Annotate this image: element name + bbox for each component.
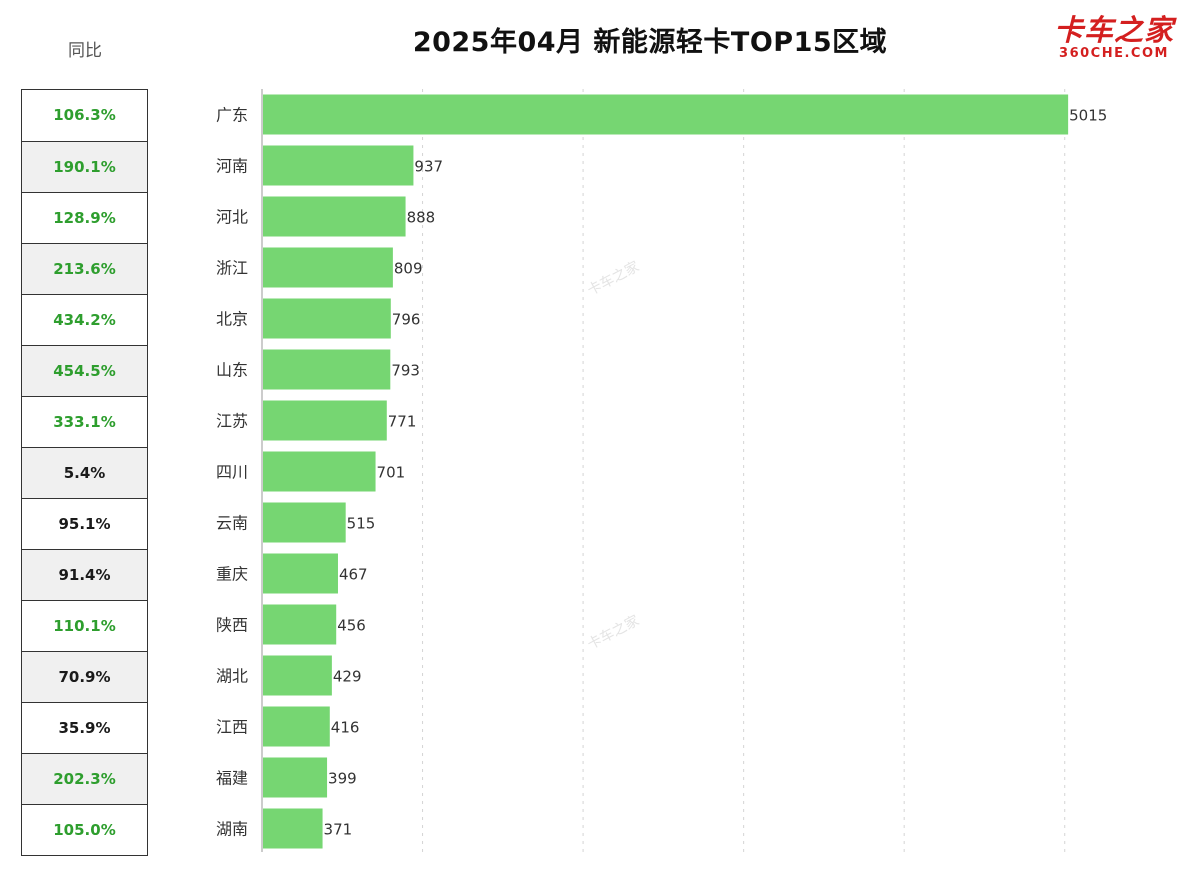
- category-label: 湖南: [216, 820, 248, 839]
- bar: [263, 94, 1069, 135]
- category-label: 河北: [216, 208, 248, 227]
- category-label: 云南: [216, 514, 248, 533]
- data-label: 888: [407, 209, 436, 227]
- category-label: 江西: [216, 718, 248, 737]
- yoy-cell: 110.1%: [22, 600, 147, 651]
- yoy-cell: 213.6%: [22, 243, 147, 294]
- data-label: 456: [337, 617, 366, 635]
- bar: [263, 808, 323, 849]
- yoy-cell: 70.9%: [22, 651, 147, 702]
- bar: [263, 451, 376, 492]
- data-label: 371: [324, 821, 353, 839]
- yoy-cell: 105.0%: [22, 804, 147, 855]
- bar: [263, 349, 391, 390]
- yoy-cell: 106.3%: [53, 106, 116, 124]
- bar: [263, 145, 414, 186]
- data-label: 793: [391, 362, 420, 380]
- yoy-cell: 95.1%: [22, 498, 147, 549]
- brand-logo[interactable]: 卡车之家 360CHE.COM: [1046, 14, 1182, 61]
- data-label: 399: [328, 770, 357, 788]
- data-label: 796: [392, 311, 421, 329]
- data-label: 416: [331, 719, 360, 737]
- bar: [263, 553, 338, 594]
- data-label: 467: [339, 566, 368, 584]
- yoy-cell: 5.4%: [22, 447, 147, 498]
- yoy-cell: 128.9%: [22, 192, 147, 243]
- bar: [263, 604, 337, 645]
- category-label: 湖北: [216, 667, 248, 686]
- bar: [263, 706, 330, 747]
- data-label: 771: [388, 413, 417, 431]
- brand-logo-domain: 360CHE.COM: [1059, 46, 1169, 61]
- yoy-cell: 333.1%: [22, 396, 147, 447]
- category-label: 四川: [216, 463, 248, 482]
- yoy-cell: 454.5%: [22, 345, 147, 396]
- chart-title: 2025年04月 新能源轻卡TOP15区域: [412, 27, 888, 58]
- data-label: 937: [414, 158, 443, 176]
- bar: [263, 757, 328, 798]
- category-label: 重庆: [216, 565, 248, 584]
- yoy-cell: 434.2%: [22, 294, 147, 345]
- yoy-cell: 35.9%: [22, 702, 147, 753]
- data-label: 515: [347, 515, 376, 533]
- category-label: 山东: [216, 361, 248, 380]
- bar: [263, 655, 332, 696]
- yoy-cell: 190.1%: [22, 141, 147, 192]
- brand-logo-name: 卡车之家: [1053, 13, 1174, 47]
- data-label: 5015: [1069, 107, 1107, 125]
- yoy-cell: 202.3%: [22, 753, 147, 804]
- category-label: 江苏: [216, 412, 248, 431]
- data-label: 809: [394, 260, 423, 278]
- category-label: 福建: [216, 769, 248, 788]
- bar: [263, 400, 387, 441]
- yoy-cell: 91.4%: [22, 549, 147, 600]
- category-label: 浙江: [216, 259, 248, 278]
- bar: [263, 196, 406, 237]
- category-label: 河南: [216, 157, 248, 176]
- data-label: 429: [333, 668, 362, 686]
- bar: [263, 502, 346, 543]
- bar: [263, 247, 393, 288]
- yoy-table: 106.3% 190.1% 128.9% 213.6% 434.2% 454.5% 333.…: [21, 89, 148, 856]
- data-label: 701: [377, 464, 406, 482]
- category-label: 广东: [216, 106, 248, 125]
- yoy-column-header: 同比: [68, 41, 102, 61]
- category-label: 北京: [216, 310, 248, 329]
- category-label: 陕西: [216, 616, 248, 635]
- bar: [263, 298, 391, 339]
